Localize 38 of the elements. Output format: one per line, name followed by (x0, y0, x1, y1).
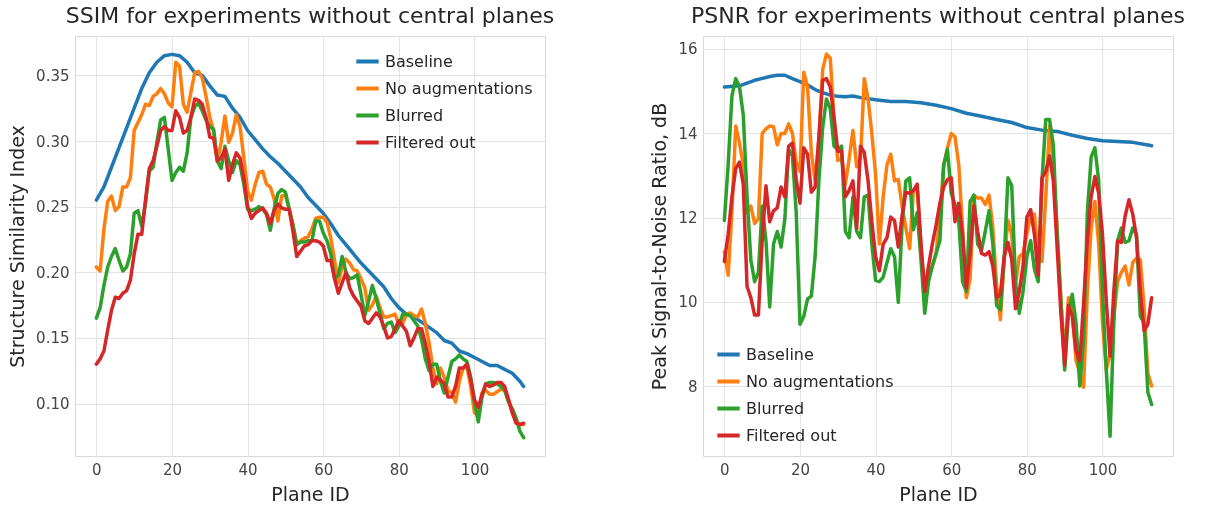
y-axis-title: Peak Signal-to-Noise Ratio, dB (648, 102, 671, 391)
y-tick-label: 0.30 (36, 132, 70, 151)
legend-label: No augmentations (385, 78, 533, 98)
x-tick-label: 0 (92, 460, 102, 479)
x-tick-label: 40 (238, 460, 258, 479)
x-tick-label: 100 (460, 460, 490, 479)
legend-label: Baseline (746, 344, 814, 364)
y-tick-label: 12 (678, 209, 698, 228)
x-tick-label: 100 (1088, 460, 1118, 479)
x-tick-label: 20 (790, 460, 811, 479)
y-tick-label: 8 (687, 377, 698, 396)
legend-label: No augmentations (746, 371, 894, 391)
y-axis-title: Structure Similarity Index (6, 125, 29, 368)
y-tick-label: 16 (678, 40, 698, 59)
chart-title: SSIM for experiments without central planes (65, 3, 555, 28)
legend-label: Blurred (746, 398, 805, 418)
legend-label: Blurred (385, 105, 444, 125)
legend-label: Filtered out (746, 425, 837, 445)
chart-title: PSNR for experiments without central planes (690, 3, 1186, 28)
y-tick-label: 14 (678, 124, 698, 143)
y-tick-label: 0.25 (36, 198, 70, 217)
legend-label: Baseline (385, 51, 453, 71)
line-series (722, 73, 1154, 148)
x-axis-title: Plane ID (271, 482, 350, 505)
x-tick-label: 20 (162, 460, 183, 479)
x-tick-label: 60 (942, 460, 962, 479)
x-tick-label: 80 (389, 460, 409, 479)
y-tick-label: 0.10 (36, 395, 70, 413)
y-tick-label: 0.35 (36, 66, 70, 85)
y-tick-label: 0.15 (36, 329, 70, 348)
x-tick-label: 80 (1017, 460, 1037, 479)
x-axis-title: Plane ID (899, 482, 978, 505)
legend-label: Filtered out (385, 132, 476, 152)
x-tick-label: 60 (314, 460, 334, 479)
x-tick-label: 0 (720, 460, 730, 479)
y-tick-label: 0.20 (36, 263, 70, 282)
y-tick-label: 10 (678, 293, 698, 312)
x-tick-label: 40 (866, 460, 886, 479)
